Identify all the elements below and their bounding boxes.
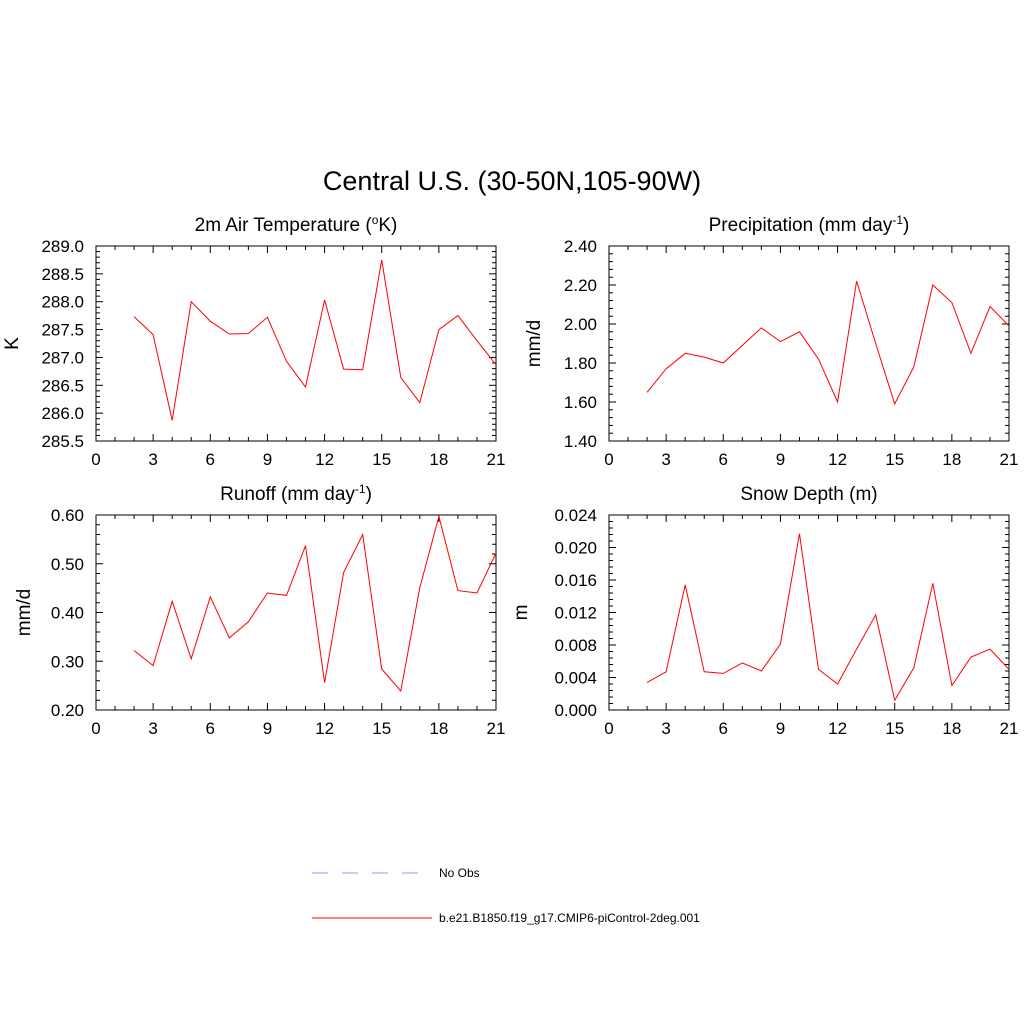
y-tick-label: 2.00 bbox=[564, 315, 597, 334]
x-tick-label: 12 bbox=[828, 719, 847, 738]
panel-title-main: Runoff (mm day bbox=[220, 484, 355, 505]
y-tick-label: 289.0 bbox=[41, 237, 84, 256]
legend-entry-1: No Obs bbox=[312, 866, 480, 880]
y-tick-label: 0.004 bbox=[554, 669, 597, 688]
plot-frame bbox=[608, 245, 1010, 442]
x-tick-label: 0 bbox=[91, 450, 100, 469]
y-tick-label: 2.20 bbox=[564, 276, 597, 295]
x-tick-label: 15 bbox=[885, 450, 904, 469]
y-tick-label: 0.012 bbox=[554, 604, 597, 623]
y-tick-label: 0.020 bbox=[554, 539, 597, 558]
panel-title-superscript: o bbox=[372, 213, 379, 227]
chart-panel-4: 0 3 6 9 12 15 18 21 0.000 0.004 0.008 0.012 0.016 0.0… bbox=[511, 484, 1018, 738]
panel-title-main: 2m Air Temperature ( bbox=[195, 215, 373, 236]
panels-group: 0 3 6 9 12 15 18 21 285.5 286.0 286.5 287.0 287.5 288… bbox=[2, 213, 1018, 738]
x-tick-label: 3 bbox=[661, 719, 670, 738]
x-tick-label: 9 bbox=[263, 719, 272, 738]
y-axis-label: mm/d bbox=[524, 320, 545, 368]
panel-title-suffix: ) bbox=[366, 484, 372, 505]
panel-title-superscript: -1 bbox=[892, 213, 903, 227]
x-tick-label: 3 bbox=[661, 450, 670, 469]
x-tick-label: 9 bbox=[776, 450, 785, 469]
plot-frame bbox=[95, 514, 497, 711]
x-tick-label: 3 bbox=[148, 450, 157, 469]
plot-frame bbox=[95, 245, 497, 442]
x-tick-label: 18 bbox=[942, 450, 961, 469]
x-tick-label: 12 bbox=[315, 450, 334, 469]
figure-title: Central U.S. (30-50N,105-90W) bbox=[323, 166, 701, 196]
panel-title: Precipitation (mm day-1) bbox=[709, 213, 910, 236]
legend-label: b.e21.B1850.f19_g17.CMIP6-piControl-2deg… bbox=[439, 911, 700, 925]
series-line-1 bbox=[133, 259, 497, 421]
x-tick-label: 0 bbox=[91, 719, 100, 738]
x-tick-label: 21 bbox=[487, 719, 506, 738]
x-tick-label: 21 bbox=[487, 450, 506, 469]
y-tick-label: 0.000 bbox=[554, 701, 597, 720]
x-tick-label: 15 bbox=[372, 719, 391, 738]
chart-panel-3: 0 3 6 9 12 15 18 21 0.20 0.30 0.40 0.50 0.60 Runoff (… bbox=[14, 482, 505, 738]
x-tick-label: 18 bbox=[942, 719, 961, 738]
y-tick-label: 288.5 bbox=[41, 265, 84, 284]
panel-title-superscript: -1 bbox=[355, 482, 366, 496]
y-tick-label: 0.60 bbox=[51, 506, 84, 525]
x-tick-label: 12 bbox=[828, 450, 847, 469]
x-tick-label: 18 bbox=[429, 450, 448, 469]
y-tick-label: 0.024 bbox=[554, 506, 597, 525]
y-tick-label: 0.50 bbox=[51, 555, 84, 574]
x-tick-label: 15 bbox=[372, 450, 391, 469]
panel-title-suffix: ) bbox=[903, 215, 909, 236]
y-tick-label: 0.40 bbox=[51, 604, 84, 623]
panel-title-main: Precipitation (mm day bbox=[709, 215, 893, 236]
x-tick-label: 6 bbox=[206, 450, 215, 469]
x-tick-label: 0 bbox=[604, 719, 613, 738]
x-tick-label: 3 bbox=[148, 719, 157, 738]
y-tick-label: 1.40 bbox=[564, 432, 597, 451]
panel-title: Snow Depth (m) bbox=[740, 484, 877, 505]
x-tick-label: 9 bbox=[263, 450, 272, 469]
x-tick-label: 9 bbox=[776, 719, 785, 738]
x-tick-label: 21 bbox=[1000, 719, 1019, 738]
y-axis-label: K bbox=[2, 337, 23, 350]
y-tick-label: 286.0 bbox=[41, 404, 84, 423]
x-tick-label: 6 bbox=[206, 719, 215, 738]
x-tick-label: 21 bbox=[1000, 450, 1019, 469]
y-tick-label: 0.20 bbox=[51, 701, 84, 720]
panel-title-suffix: K) bbox=[378, 215, 397, 236]
y-axis-label: mm/d bbox=[14, 589, 35, 637]
y-tick-label: 1.80 bbox=[564, 354, 597, 373]
y-tick-label: 287.5 bbox=[41, 321, 84, 340]
series-line-1 bbox=[133, 514, 497, 693]
panel-title: 2m Air Temperature (oK) bbox=[195, 213, 398, 236]
y-tick-label: 0.016 bbox=[554, 571, 597, 590]
x-tick-label: 0 bbox=[604, 450, 613, 469]
panel-title-main: Snow Depth (m) bbox=[740, 484, 877, 505]
series-line-1 bbox=[646, 533, 1010, 702]
legend-entry-2: b.e21.B1850.f19_g17.CMIP6-piControl-2deg… bbox=[312, 911, 700, 925]
panel-title: Runoff (mm day-1) bbox=[220, 482, 372, 505]
chart-panel-1: 0 3 6 9 12 15 18 21 285.5 286.0 286.5 287.0 287.5 288… bbox=[2, 213, 505, 469]
y-tick-label: 285.5 bbox=[41, 432, 84, 451]
plot-frame bbox=[608, 514, 1010, 711]
y-tick-label: 0.008 bbox=[554, 636, 597, 655]
x-tick-label: 18 bbox=[429, 719, 448, 738]
legend-label: No Obs bbox=[439, 866, 480, 880]
chart-panel-2: 0 3 6 9 12 15 18 21 1.40 1.60 1.80 2.00 2.20 2.40 Prec… bbox=[524, 213, 1018, 469]
y-tick-label: 287.0 bbox=[41, 348, 84, 367]
y-axis-label: m bbox=[511, 605, 532, 621]
y-tick-label: 288.0 bbox=[41, 293, 84, 312]
legend: No Obs b.e21.B1850.f19_g17.CMIP6-piContro… bbox=[312, 866, 700, 925]
y-tick-label: 1.60 bbox=[564, 393, 597, 412]
series-line-1 bbox=[646, 280, 1010, 406]
x-tick-label: 15 bbox=[885, 719, 904, 738]
y-tick-label: 2.40 bbox=[564, 237, 597, 256]
y-tick-label: 0.30 bbox=[51, 652, 84, 671]
x-tick-label: 6 bbox=[719, 450, 728, 469]
y-tick-label: 286.5 bbox=[41, 376, 84, 395]
x-tick-label: 6 bbox=[719, 719, 728, 738]
x-tick-label: 12 bbox=[315, 719, 334, 738]
